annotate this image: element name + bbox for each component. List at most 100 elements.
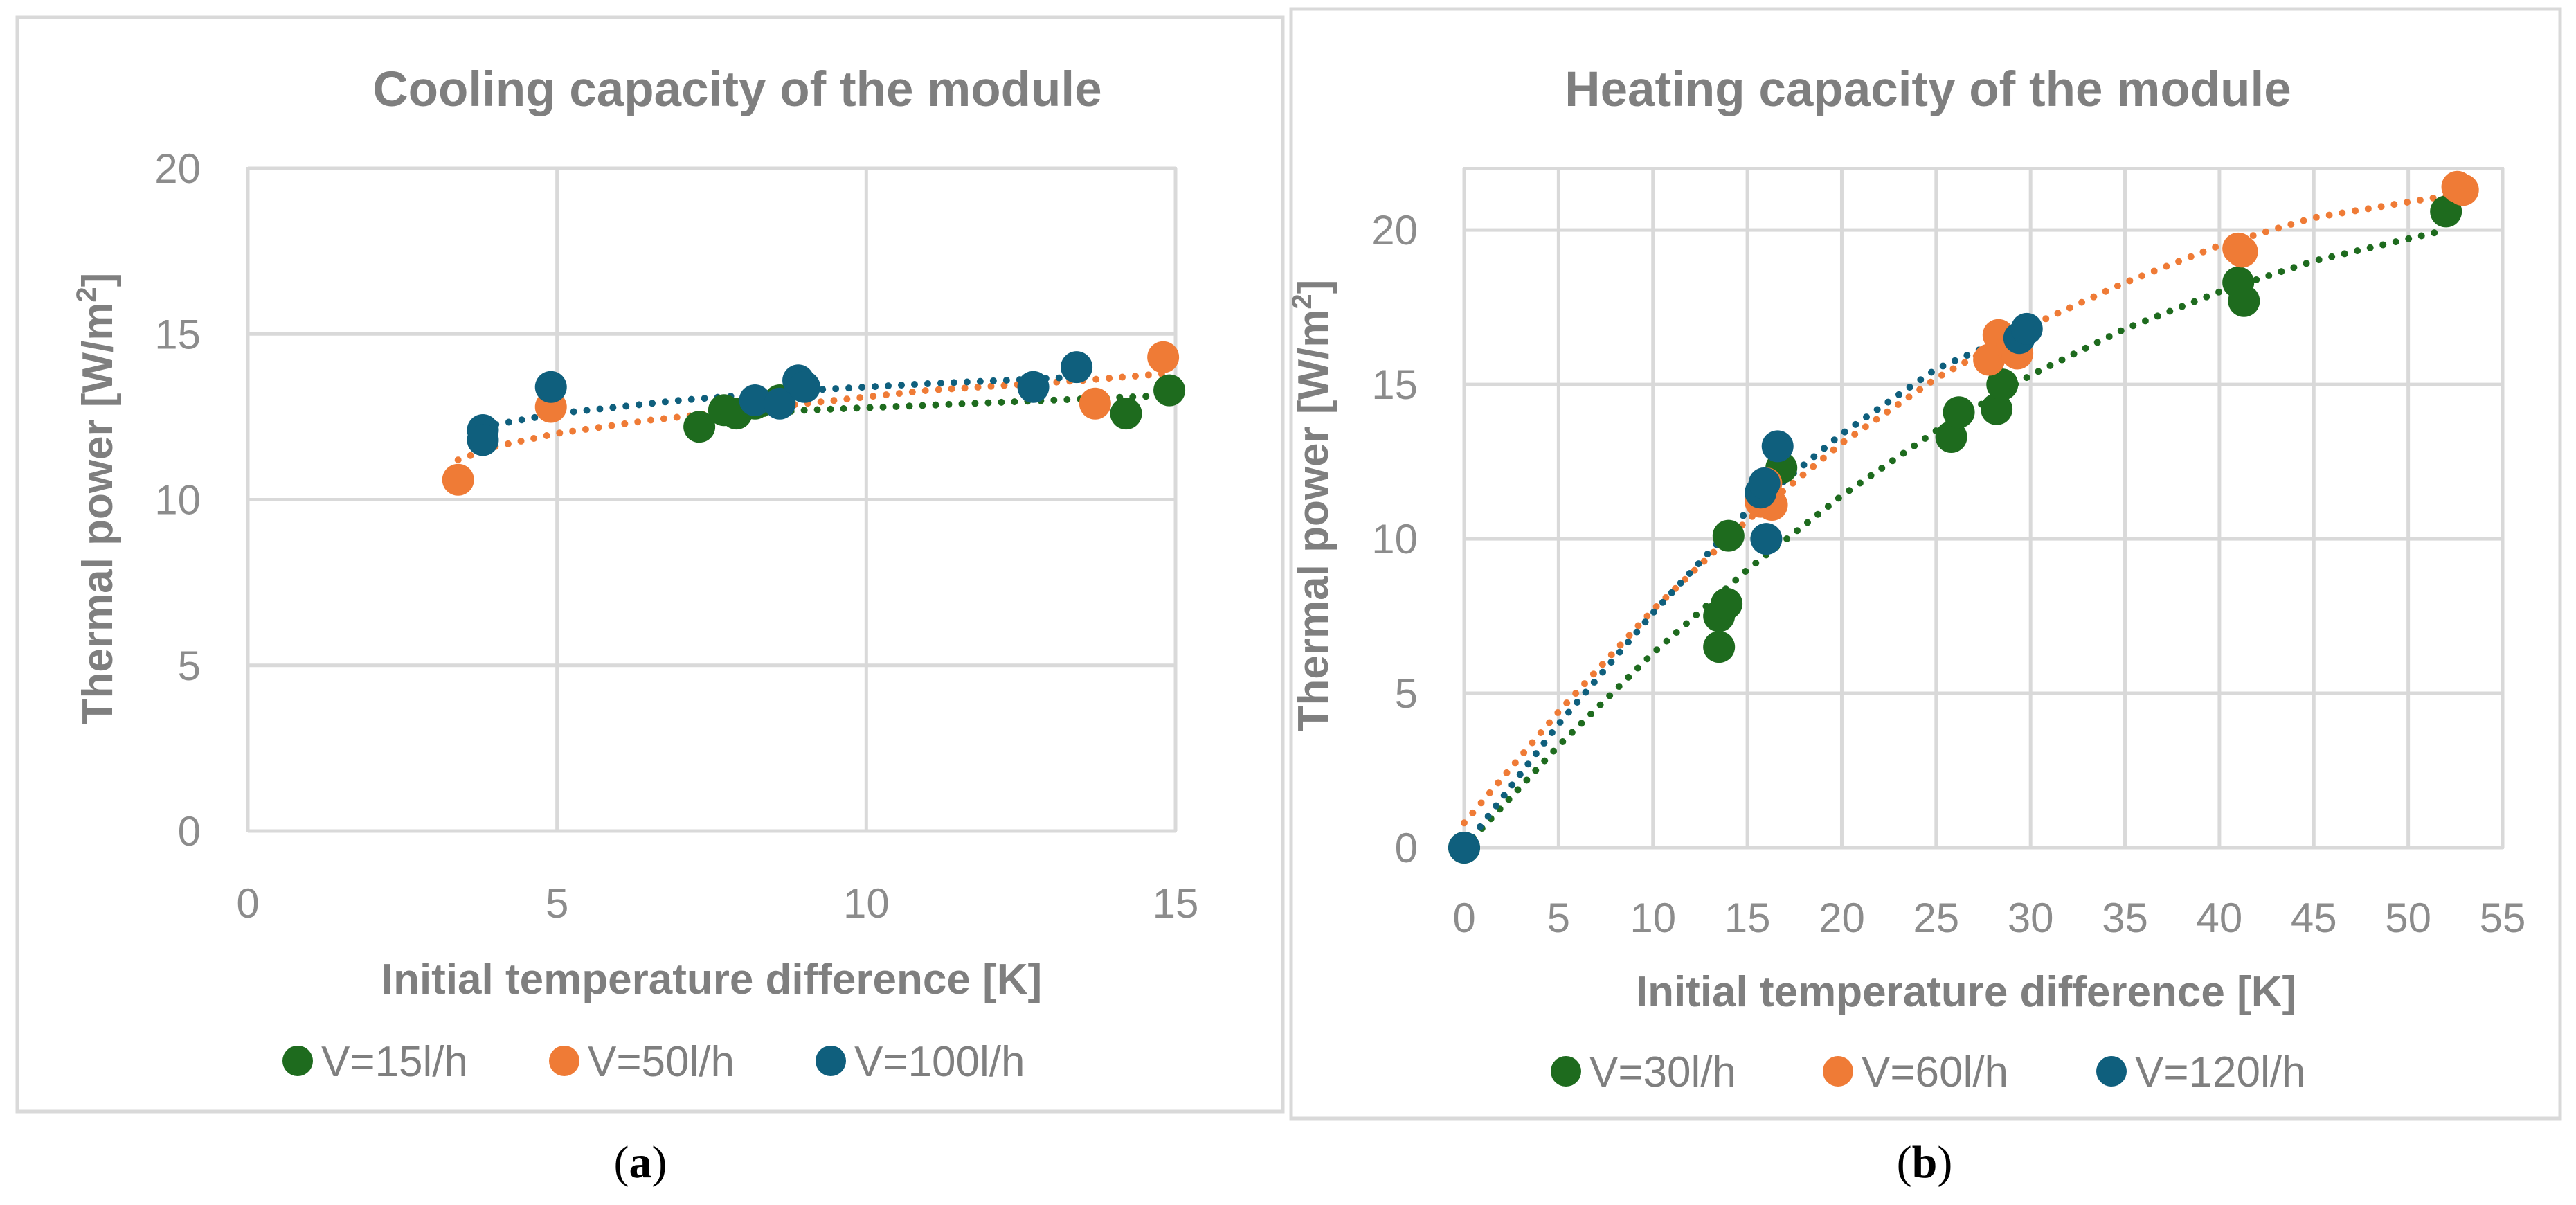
y-tick-label: 10 [1371,516,1418,562]
legend-marker-v50 [549,1046,579,1076]
panel-b-legend: V=30l/h V=60l/h V=120l/h [1551,1048,2306,1096]
legend-label-v60: V=60l/h [1862,1048,2008,1096]
legend-marker-v30 [1551,1056,1581,1087]
data-point-s1 [2228,285,2260,317]
data-point-s2 [2226,235,2258,268]
data-point-s1 [1153,374,1186,407]
caption-close: ) [1937,1137,1952,1188]
y-tick-label: 20 [1371,207,1418,253]
data-point-s2 [442,463,474,496]
y-axis-title-end: ] [74,273,122,287]
legend-label-v50: V=50l/h [588,1038,735,1086]
x-tick-label: 40 [2197,895,2243,941]
y-tick-label: 15 [154,311,201,357]
x-tick-label: 30 [2008,895,2054,941]
legend-marker-v120 [2096,1056,2127,1087]
y-tick-label: 10 [154,477,201,524]
chart-panel-b: Heating capacity of the module 0 5 10 15… [1287,7,2562,1188]
x-tick-label: 10 [843,880,890,927]
y-tick-label: 5 [1395,670,1418,717]
panel-b-series [1448,170,2479,864]
y-axis-title-end: ] [1290,280,1337,294]
x-tick-label: 10 [1630,895,1676,941]
x-tick-label: 15 [1153,880,1199,927]
legend-label-v30: V=30l/h [1589,1048,1736,1096]
trendline-s2 [454,370,1167,464]
panel-b-x-ticks: 0 5 10 15 20 25 30 35 40 45 50 55 [1452,895,2525,941]
data-point-s3 [1061,351,1093,384]
caption-open: ( [1897,1137,1912,1188]
y-axis-title-superscript: 2 [1287,294,1317,309]
legend-marker-v100 [816,1046,846,1076]
panel-a-y-ticks: 0 5 10 15 20 [154,145,201,855]
y-axis-title-superscript: 2 [71,287,102,302]
y-axis-title-main: Thermal power [W/m [1290,310,1337,732]
panel-b-y-ticks: 0 5 10 15 20 [1371,207,1418,871]
x-tick-label: 0 [1452,895,1475,941]
legend-label-v120: V=120l/h [2135,1048,2306,1096]
x-tick-label: 50 [2385,895,2431,941]
data-point-s1 [1935,420,1967,453]
data-point-s1 [1712,519,1745,552]
y-tick-label: 15 [1371,362,1418,408]
x-tick-label: 5 [1547,895,1570,941]
data-point-s3 [467,424,499,456]
panel-a-frame [15,15,1285,1114]
data-point-s3 [789,371,820,403]
data-point-s3 [1750,523,1783,555]
panel-b-caption: (b) [1897,1137,1953,1188]
panel-b-x-axis-title: Initial temperature difference [K] [1636,968,2296,1016]
panel-a-series [442,341,1186,496]
data-point-s1 [1703,631,1736,663]
panel-a-x-axis-title: Initial temperature difference [K] [381,956,1042,1003]
data-point-s3 [1017,371,1050,403]
x-tick-label: 45 [2291,895,2337,941]
panel-b-plot-area [1463,167,2504,849]
data-point-s1 [683,411,716,443]
caption-open: ( [614,1137,629,1188]
panel-a-y-axis-title: Thermal power [W/m2] [71,273,122,725]
y-axis-title-main: Thermal power [W/m [74,303,122,725]
panel-b-y-axis-title: Thermal power [W/m2] [1287,280,1337,732]
trendline-s1 [1461,226,2450,851]
data-point-s1 [2430,195,2462,228]
panel-b-title: Heating capacity of the module [1565,62,2291,117]
data-point-s1 [1986,368,2019,401]
x-tick-label: 55 [2480,895,2526,941]
x-tick-label: 5 [546,880,568,927]
caption-close: ) [652,1137,667,1188]
data-point-s3 [1748,467,1781,499]
legend-marker-v60 [1823,1056,1853,1087]
chart-panel-a: Cooling capacity of the module 0 5 10 15… [15,15,1285,1188]
data-point-s1 [1711,587,1743,620]
x-tick-label: 20 [1819,895,1865,941]
x-tick-label: 25 [1913,895,1959,941]
data-point-s3 [2010,312,2043,345]
panel-a-title: Cooling capacity of the module [372,62,1101,117]
data-point-s3 [764,387,796,420]
y-tick-label: 20 [154,145,201,192]
panel-a-legend: V=15l/h V=50l/h V=100l/h [282,1038,1025,1086]
data-point-s1 [1981,393,2013,425]
y-tick-label: 0 [178,808,201,855]
x-tick-label: 0 [236,880,259,927]
panel-a-x-ticks: 0 5 10 15 [236,880,1198,927]
data-point-s2 [2447,174,2479,206]
trendline-s2 [1461,189,2467,827]
data-point-s2 [1079,387,1111,420]
panel-a-caption: (a) [614,1137,667,1188]
legend-marker-v15 [282,1046,313,1076]
data-point-s2 [1147,341,1180,373]
x-tick-label: 35 [2102,895,2148,941]
data-point-s3 [1761,430,1794,463]
data-point-s3 [534,371,567,403]
legend-label-v100: V=100l/h [854,1038,1025,1086]
panel-a-plot-area [246,167,1177,832]
data-point-s3 [739,384,771,416]
trendline-s3 [1461,325,2030,851]
legend-label-v15: V=15l/h [321,1038,468,1086]
data-point-s1 [1110,398,1142,430]
y-tick-label: 0 [1395,825,1418,871]
data-point-s3 [1448,832,1480,864]
